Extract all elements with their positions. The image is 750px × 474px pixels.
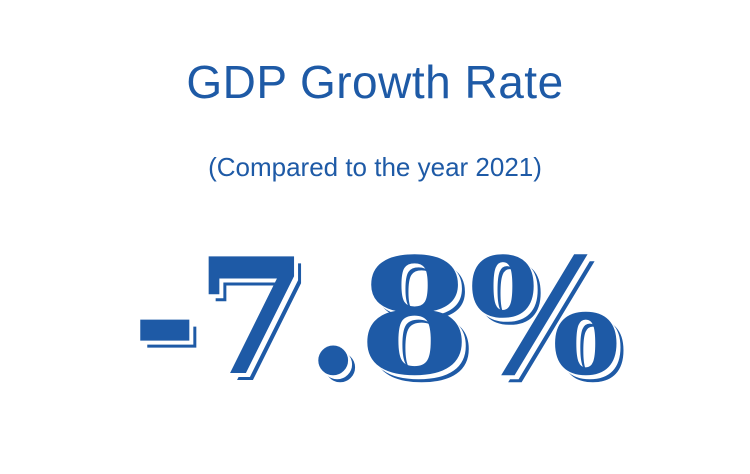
title: GDP Growth Rate	[186, 56, 564, 108]
subtitle: (Compared to the year 2021)	[208, 152, 542, 182]
gdp-growth-value: -7.8%	[131, 223, 621, 411]
